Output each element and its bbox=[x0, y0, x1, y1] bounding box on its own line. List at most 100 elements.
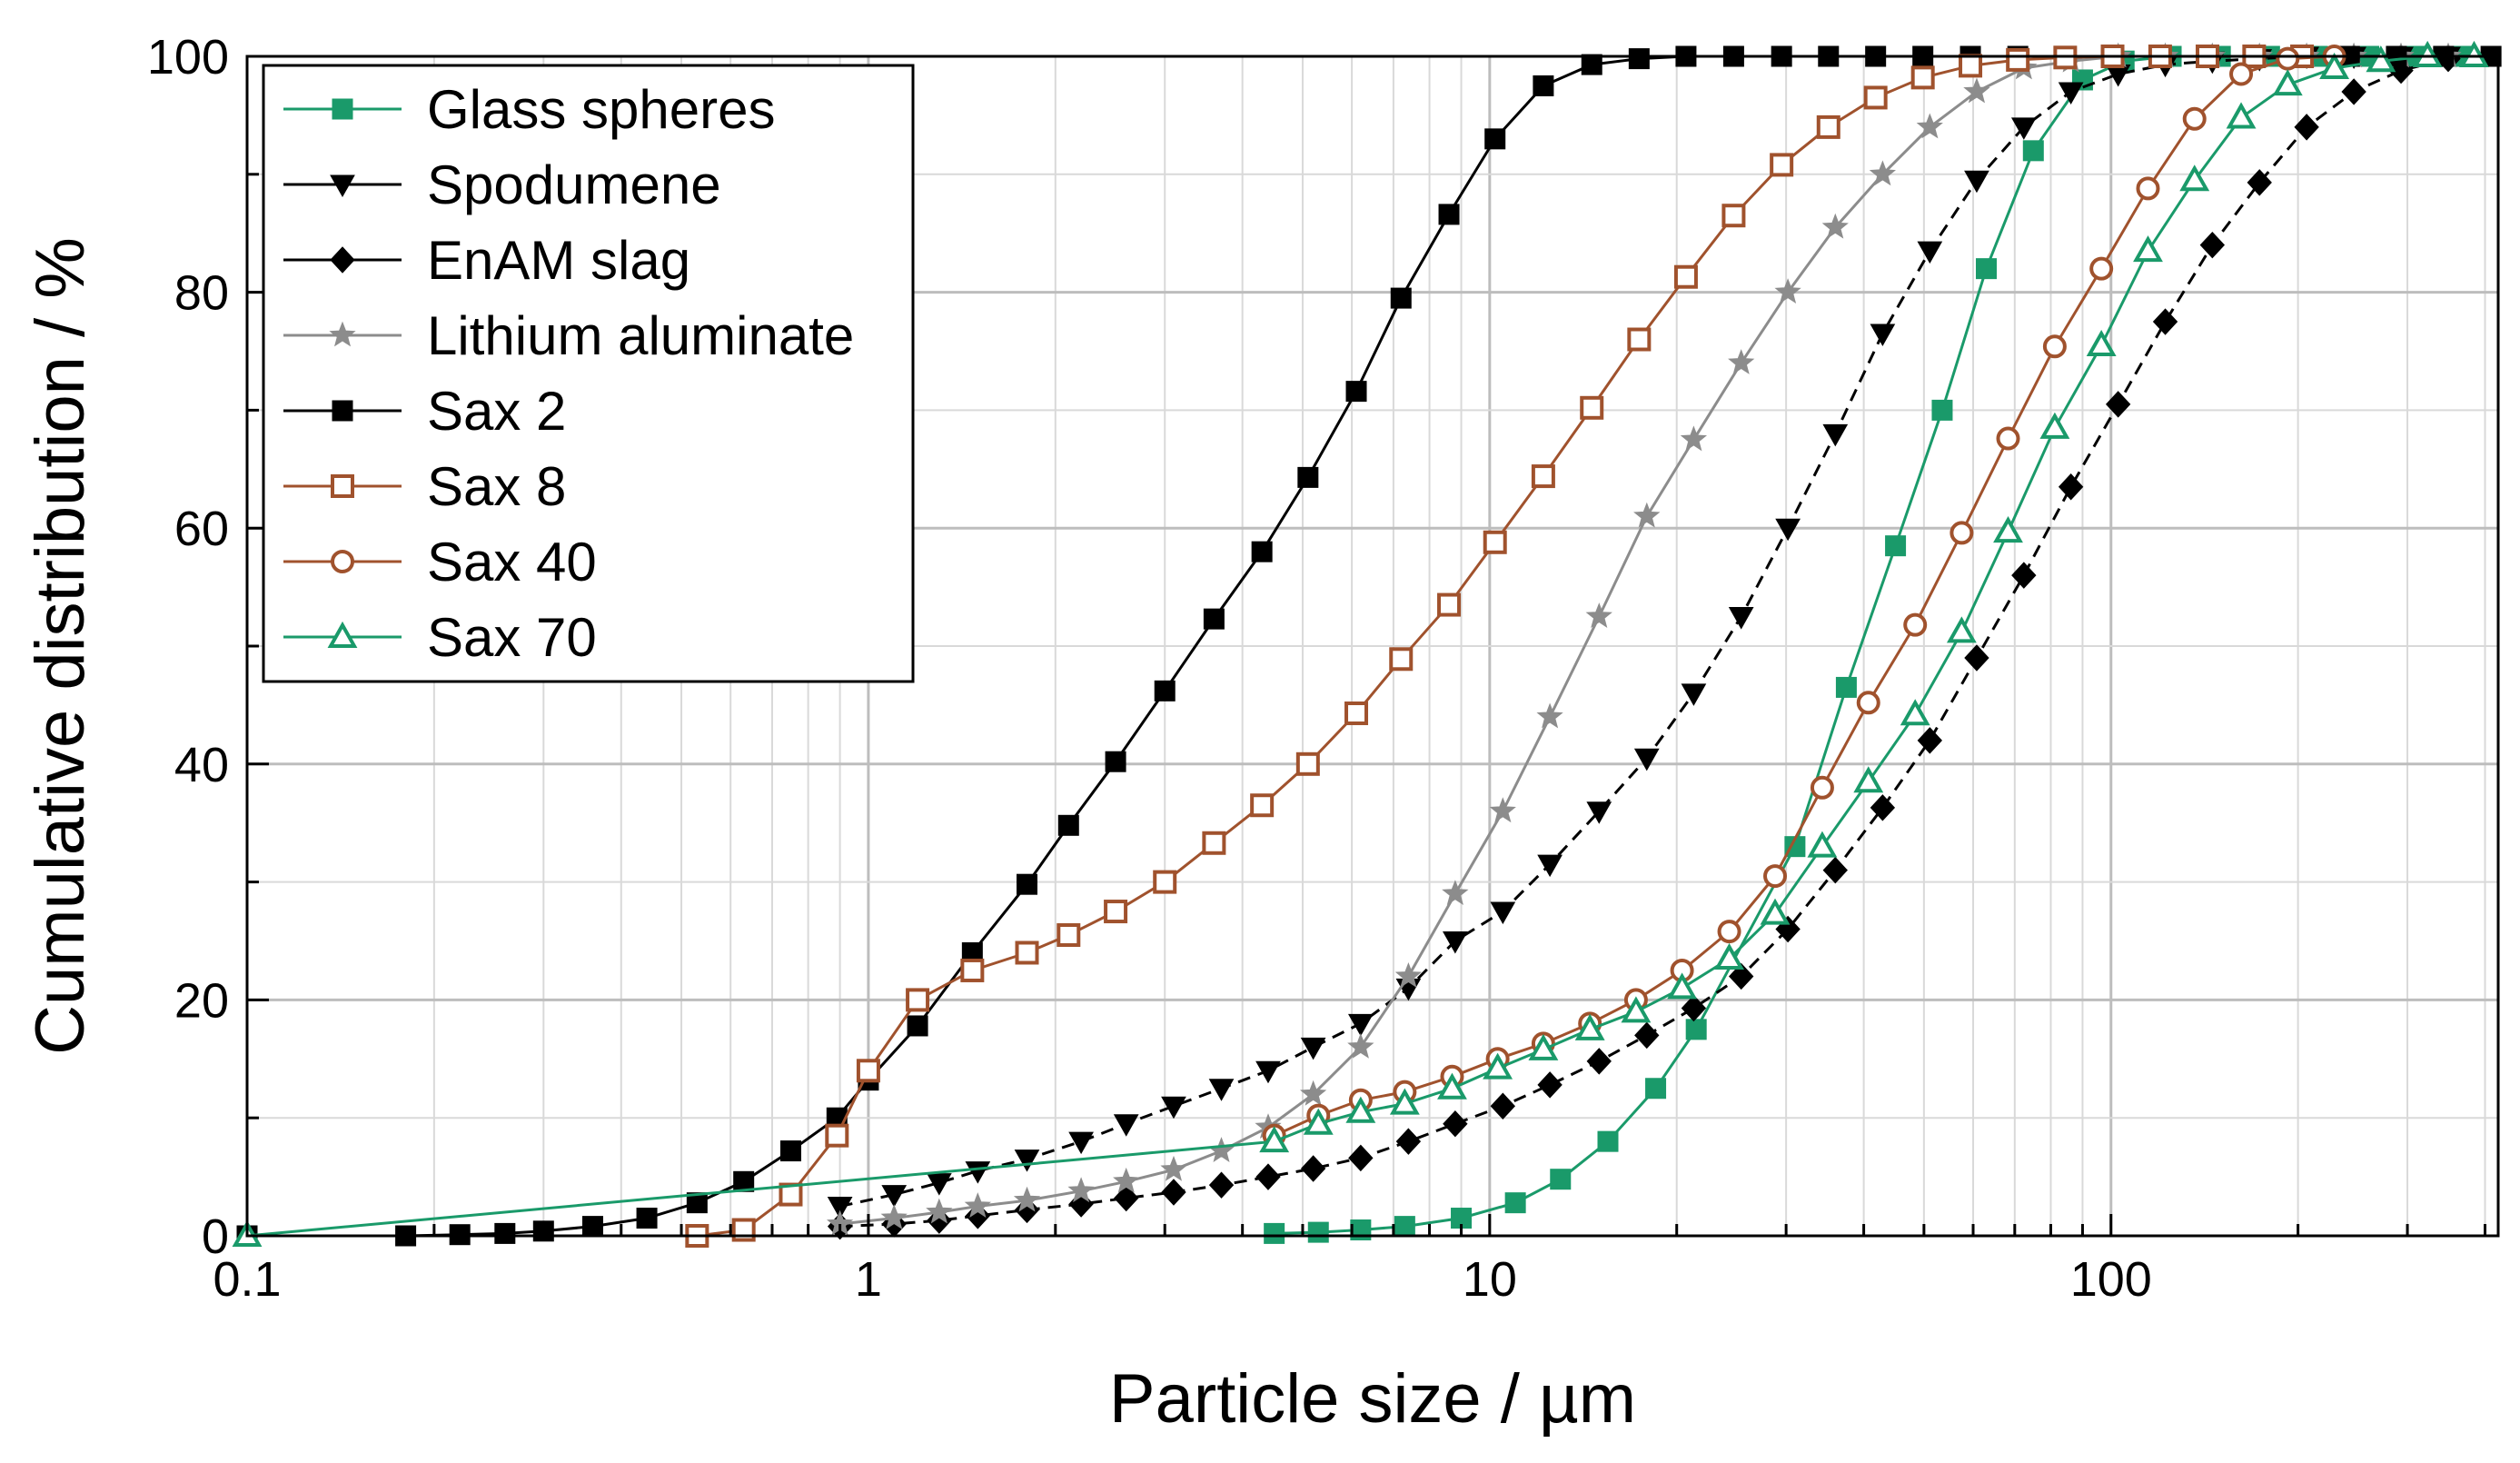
legend-marker bbox=[332, 400, 353, 422]
legend: Glass spheres Spodumene EnAM slag Lithium a… bbox=[262, 64, 915, 683]
data-point-sax-70 bbox=[2319, 52, 2350, 79]
data-point-sax-2 bbox=[1105, 751, 1126, 772]
data-point-lithium-aluminate bbox=[1067, 1177, 1095, 1203]
data-point-enam-slag bbox=[1161, 1179, 1186, 1206]
data-point-sax-70 bbox=[1714, 942, 1744, 970]
data-point-enam-slag bbox=[1681, 994, 1707, 1022]
legend-item-glass-spheres: Glass spheres bbox=[283, 79, 776, 140]
series-line-spodumene bbox=[839, 55, 2495, 1208]
data-point-sax-70 bbox=[2086, 329, 2117, 357]
data-point-sax-70 bbox=[1345, 1096, 1376, 1123]
data-point-sax-8 bbox=[1863, 85, 1888, 110]
data-point-sax-40 bbox=[1996, 426, 2020, 451]
legend-marker bbox=[327, 621, 358, 648]
data-point-spodumene bbox=[1537, 854, 1563, 878]
data-point-sax-70 bbox=[1574, 1013, 1605, 1040]
legend-marker bbox=[332, 98, 353, 120]
data-point-sax-2 bbox=[1203, 608, 1225, 630]
data-point-sax-8 bbox=[1721, 204, 1746, 228]
legend-item-sax-8: Sax 8 bbox=[283, 456, 566, 517]
data-point-lithium-aluminate bbox=[964, 1192, 992, 1219]
data-point-spodumene bbox=[1681, 683, 1707, 706]
data-point-sax-2 bbox=[1345, 381, 1367, 403]
data-point-sax-2 bbox=[1154, 680, 1176, 702]
data-point-spodumene bbox=[926, 1173, 952, 1196]
data-point-sax-40 bbox=[2042, 334, 2067, 359]
data-point-spodumene bbox=[1870, 323, 1896, 347]
data-point-sax-8 bbox=[1531, 464, 1555, 489]
data-point-lithium-aluminate bbox=[926, 1198, 953, 1224]
data-point-sax-8 bbox=[906, 988, 930, 1012]
data-point-spodumene bbox=[1300, 1037, 1326, 1060]
data-point-glass-spheres bbox=[1394, 1216, 1415, 1238]
data-point-sax-70 bbox=[1389, 1088, 1420, 1115]
data-point-sax-8 bbox=[856, 1059, 880, 1083]
data-point-sax-8 bbox=[2006, 47, 2030, 72]
data-point-sax-8 bbox=[825, 1123, 849, 1148]
data-point-spodumene bbox=[1161, 1096, 1186, 1120]
legend-marker bbox=[331, 550, 354, 573]
data-point-sax-2 bbox=[636, 1208, 658, 1229]
data-point-sax-8 bbox=[1483, 530, 1507, 554]
data-point-enam-slag bbox=[1634, 1021, 1660, 1050]
data-point-spodumene bbox=[1443, 931, 1468, 954]
data-point-spodumene bbox=[1255, 1060, 1281, 1084]
data-point-sax-2 bbox=[1484, 128, 1506, 150]
data-point-enam-slag bbox=[1255, 1163, 1281, 1190]
data-point-sax-40 bbox=[1717, 920, 1741, 944]
data-point-sax-70 bbox=[1259, 1126, 1290, 1153]
data-point-sax-8 bbox=[1816, 114, 1840, 139]
data-point-enam-slag bbox=[2341, 78, 2366, 105]
data-point-sax-70 bbox=[2272, 69, 2303, 96]
data-point-sax-70 bbox=[2366, 45, 2396, 73]
data-point-enam-slag bbox=[2294, 114, 2319, 141]
axis-ticks: 0.1 1 10 100 0 20 40 60 80 100 bbox=[147, 30, 2487, 1307]
data-point-enam-slag bbox=[1586, 1048, 1612, 1075]
data-point-glass-spheres bbox=[1504, 1192, 1526, 1214]
data-point-lithium-aluminate bbox=[1821, 213, 1849, 239]
data-point-sax-70 bbox=[1946, 616, 1977, 643]
legend-label: Glass spheres bbox=[427, 79, 776, 140]
data-point-spodumene bbox=[1068, 1131, 1094, 1155]
data-point-spodumene bbox=[827, 1197, 853, 1219]
data-point-lithium-aluminate bbox=[1536, 702, 1563, 729]
data-point-enam-slag bbox=[2247, 169, 2272, 196]
x-tick-label: 0.1 bbox=[213, 1252, 281, 1307]
data-point-lithium-aluminate bbox=[1680, 425, 1708, 452]
data-point-enam-slag bbox=[2152, 308, 2178, 335]
data-point-spodumene bbox=[1633, 748, 1660, 771]
data-point-lithium-aluminate bbox=[1299, 1080, 1327, 1106]
y-axis-title: Cumulative distribution / % bbox=[22, 237, 99, 1055]
data-point-sax-2 bbox=[1581, 54, 1602, 75]
data-point-sax-40 bbox=[2276, 46, 2300, 71]
data-point-glass-spheres bbox=[1550, 1169, 1572, 1190]
legend-box bbox=[262, 64, 915, 683]
x-tick-label: 10 bbox=[1463, 1252, 1517, 1307]
data-point-spodumene bbox=[1775, 518, 1801, 542]
legend-marker bbox=[329, 321, 356, 347]
data-point-lithium-aluminate bbox=[1869, 160, 1897, 186]
data-point-lithium-aluminate bbox=[1633, 502, 1661, 528]
data-point-enam-slag bbox=[1348, 1144, 1374, 1172]
data-point-enam-slag bbox=[1537, 1071, 1563, 1099]
data-point-glass-spheres bbox=[1976, 258, 1998, 280]
legend-label: Sax 40 bbox=[427, 532, 597, 592]
data-point-sax-2 bbox=[1297, 466, 1319, 488]
data-point-enam-slag bbox=[1870, 794, 1896, 821]
legend-item-sax-40: Sax 40 bbox=[283, 532, 597, 592]
data-point-enam-slag bbox=[2199, 231, 2226, 259]
legend-label: Spodumene bbox=[427, 154, 721, 215]
data-point-lithium-aluminate bbox=[1916, 113, 1943, 139]
data-point-enam-slag bbox=[2105, 391, 2131, 418]
data-point-glass-spheres bbox=[1835, 676, 1857, 698]
data-point-spodumene bbox=[1964, 170, 1989, 194]
legend-marker bbox=[330, 174, 355, 198]
data-point-enam-slag bbox=[1917, 727, 1943, 754]
x-tick-label: 100 bbox=[2070, 1252, 2152, 1307]
data-point-enam-slag bbox=[1729, 962, 1754, 990]
y-tick-label: 80 bbox=[174, 266, 229, 321]
data-point-glass-spheres bbox=[1307, 1221, 1329, 1243]
data-point-sax-8 bbox=[1202, 831, 1226, 855]
legend-marker bbox=[331, 474, 354, 498]
